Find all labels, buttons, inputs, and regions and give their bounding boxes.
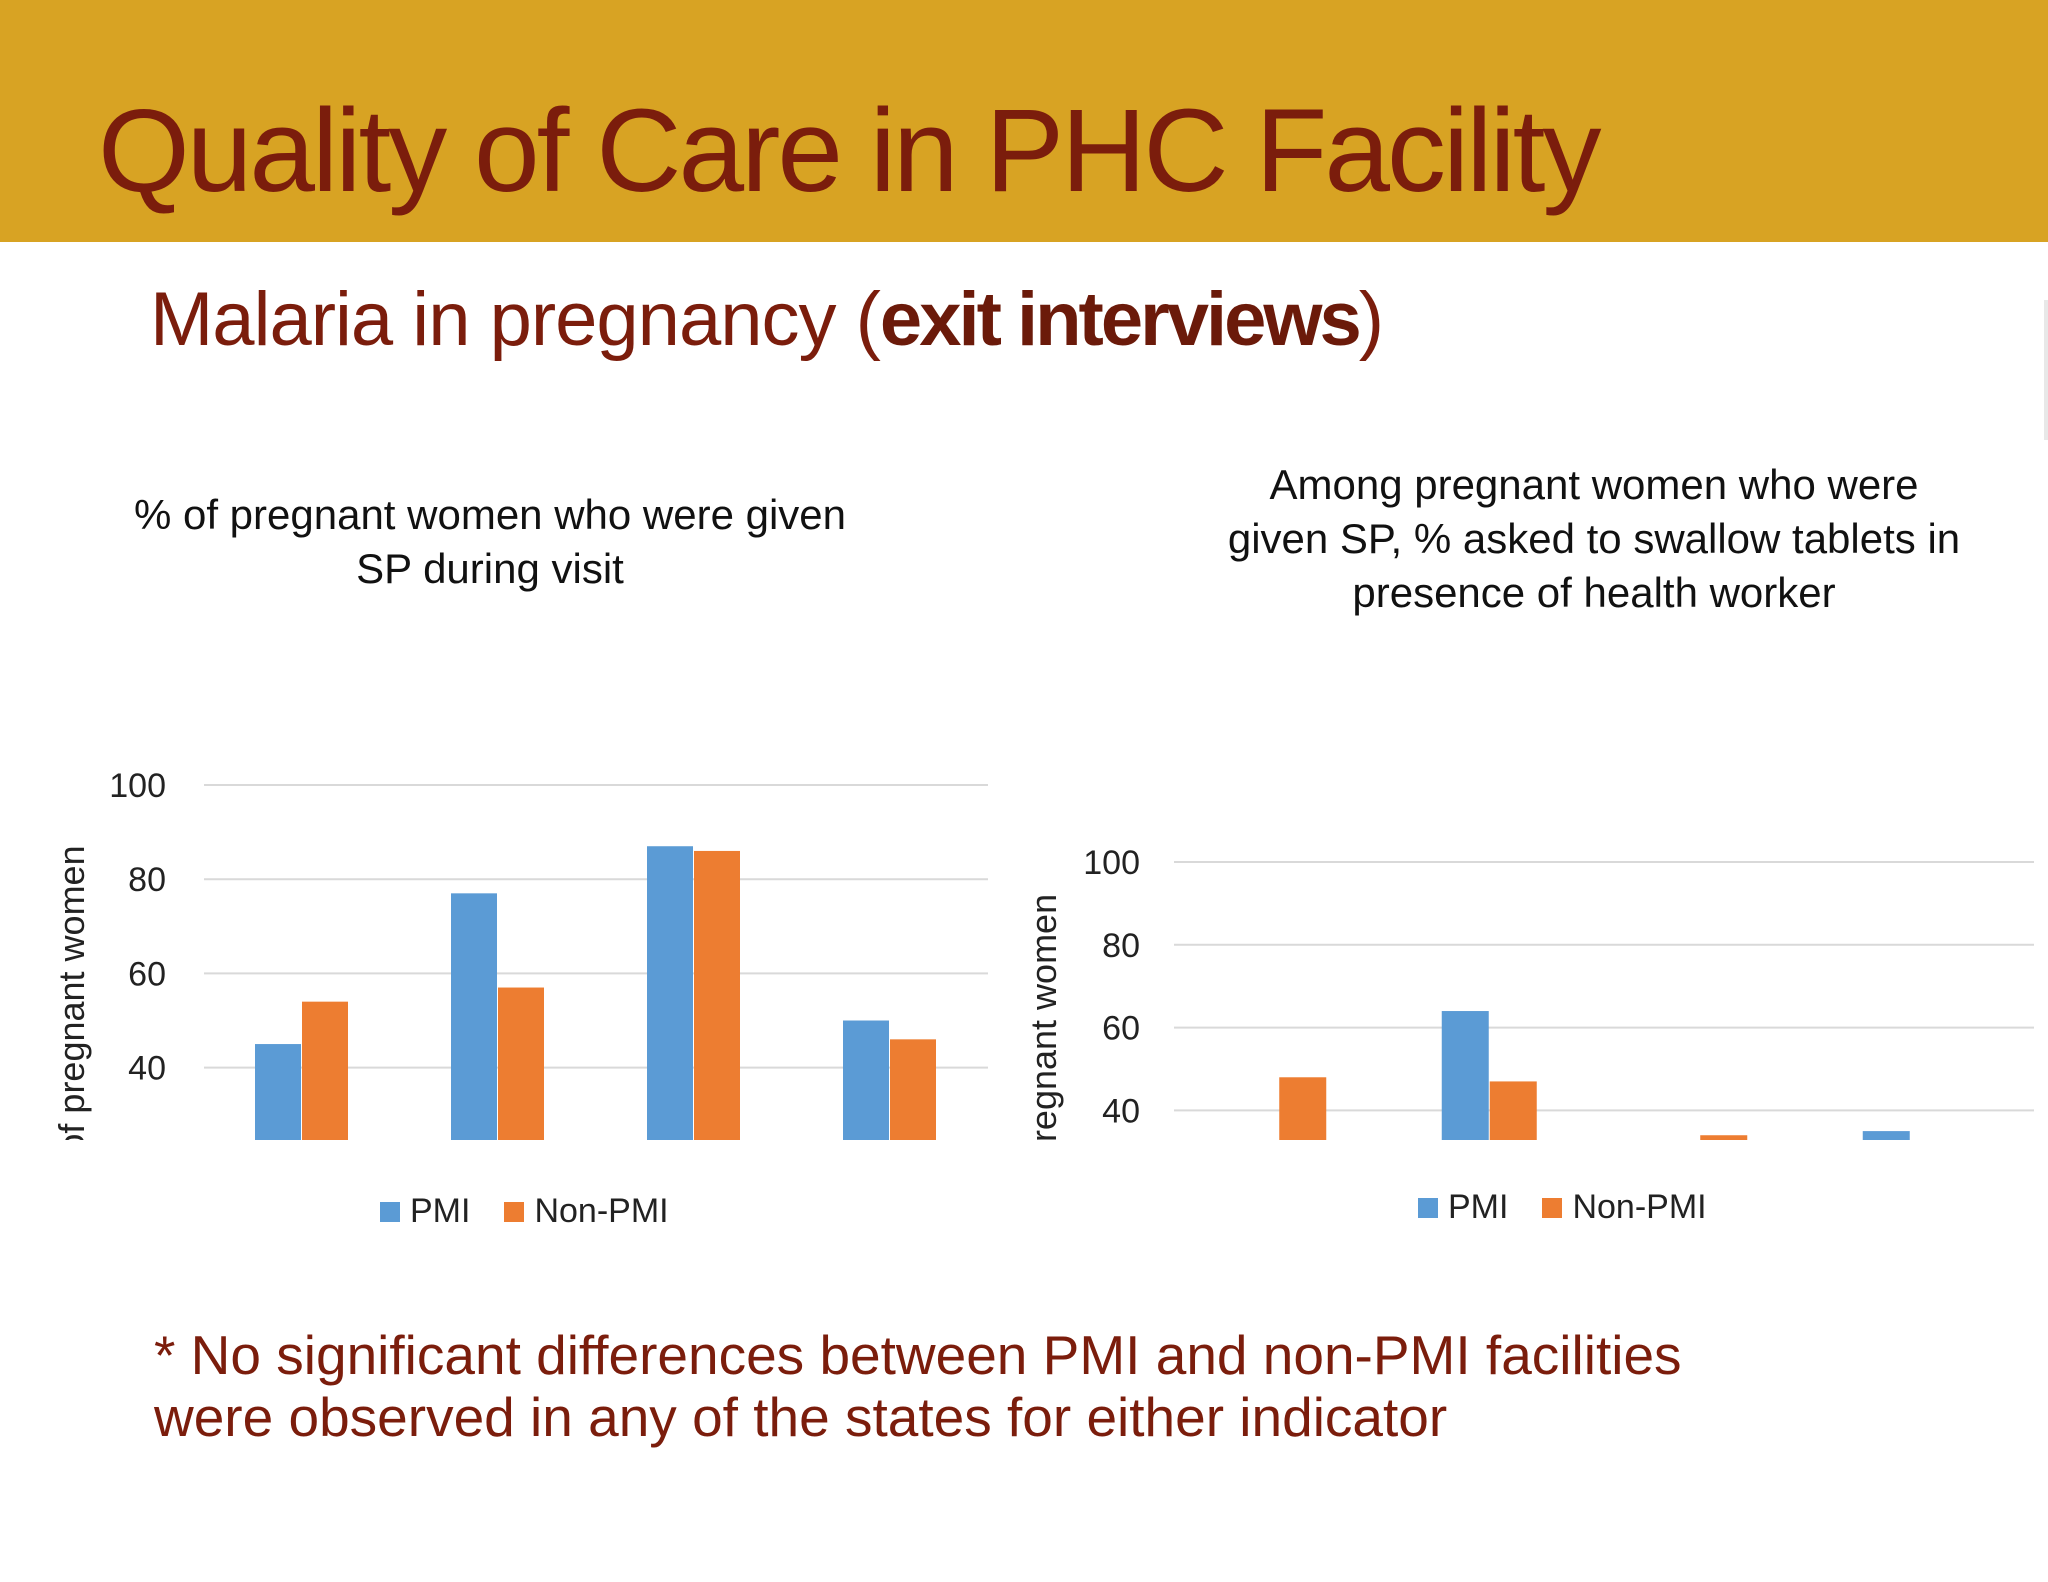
chart-legend: PMI Non-PMI	[380, 1192, 669, 1231]
bar-non-pmi	[694, 850, 740, 1140]
subtitle-close: )	[1358, 277, 1384, 362]
legend-item-non-pmi: Non-PMI	[504, 1192, 669, 1231]
bar-pmi	[451, 893, 497, 1140]
y-tick-label: 100	[1083, 844, 1140, 882]
y-tick-label: 40	[1102, 1092, 1140, 1130]
bar-pmi	[255, 1044, 301, 1140]
edge-artifact	[2044, 300, 2048, 440]
bar-pmi	[843, 1020, 889, 1140]
y-axis-label: % of pregnant women	[51, 845, 92, 1140]
chart-title-line: % of pregnant women who were given	[133, 491, 847, 538]
y-tick-label: 80	[128, 861, 166, 899]
bar-non-pmi	[1700, 1135, 1748, 1140]
footnote: * No significant differences between PMI…	[154, 1324, 1954, 1448]
footnote-line: were observed in any of the states for e…	[154, 1386, 1448, 1448]
legend-item-non-pmi: Non-PMI	[1542, 1188, 1707, 1227]
chart-title: Among pregnant women who were given SP, …	[1164, 458, 2024, 620]
legend-swatch-non-pmi	[504, 1201, 525, 1222]
legend-label: Non-PMI	[534, 1192, 669, 1230]
bar-non-pmi	[1279, 1077, 1327, 1140]
chart-title-line: SP during visit	[356, 545, 624, 592]
legend-item-pmi: PMI	[380, 1192, 470, 1231]
y-tick-label: 60	[128, 955, 166, 993]
bar-pmi	[647, 846, 693, 1140]
chart-title-line: given SP, % asked to swallow tablets in	[1227, 515, 1961, 562]
slide-title: Quality of Care in PHC Facility	[98, 85, 1601, 217]
chart-plot: 020406080100% of pregnant womenCross Riv…	[51, 767, 988, 1140]
chart-legend: PMI Non-PMI	[1418, 1188, 1707, 1227]
chart-title-line: presence of health worker	[1352, 569, 1836, 616]
legend-item-pmi: PMI	[1418, 1188, 1508, 1227]
bar-non-pmi	[890, 1039, 936, 1140]
chart-swallowed-in-presence: Among pregnant women who were given SP, …	[1024, 450, 2048, 1240]
header-band	[0, 0, 2048, 242]
chart-sp-given: % of pregnant women who were given SP du…	[0, 470, 1024, 1240]
y-tick-label: 100	[109, 767, 166, 805]
subtitle-text: Malaria in pregnancy (	[150, 277, 881, 362]
legend-label: PMI	[1448, 1188, 1509, 1226]
legend-label: PMI	[410, 1192, 471, 1230]
legend-swatch-non-pmi	[1542, 1197, 1563, 1218]
bar-non-pmi	[1489, 1081, 1537, 1140]
bar-pmi	[1862, 1131, 1910, 1140]
y-tick-label: 60	[1102, 1010, 1140, 1048]
bar-non-pmi	[302, 1001, 348, 1140]
chart-title: % of pregnant women who were given SP du…	[100, 488, 880, 596]
bar-pmi	[1441, 1011, 1489, 1140]
footnote-line: * No significant differences between PMI…	[154, 1324, 1682, 1386]
y-tick-label: 40	[128, 1050, 166, 1088]
legend-swatch-pmi	[1418, 1197, 1438, 1218]
y-axis-label: % of pregnant women	[1024, 894, 1064, 1140]
chart-title-line: Among pregnant women who were	[1269, 461, 1919, 508]
chart-plot: 020406080100% of pregnant womenCross Riv…	[1024, 844, 2034, 1140]
y-tick-label: 80	[1102, 927, 1140, 965]
legend-swatch-pmi	[380, 1201, 400, 1222]
bar-non-pmi	[498, 987, 544, 1140]
legend-label: Non-PMI	[1572, 1188, 1707, 1226]
slide-subtitle: Malaria in pregnancy (exit interviews)	[150, 282, 1384, 358]
subtitle-emphasis: exit interviews	[879, 277, 1362, 362]
